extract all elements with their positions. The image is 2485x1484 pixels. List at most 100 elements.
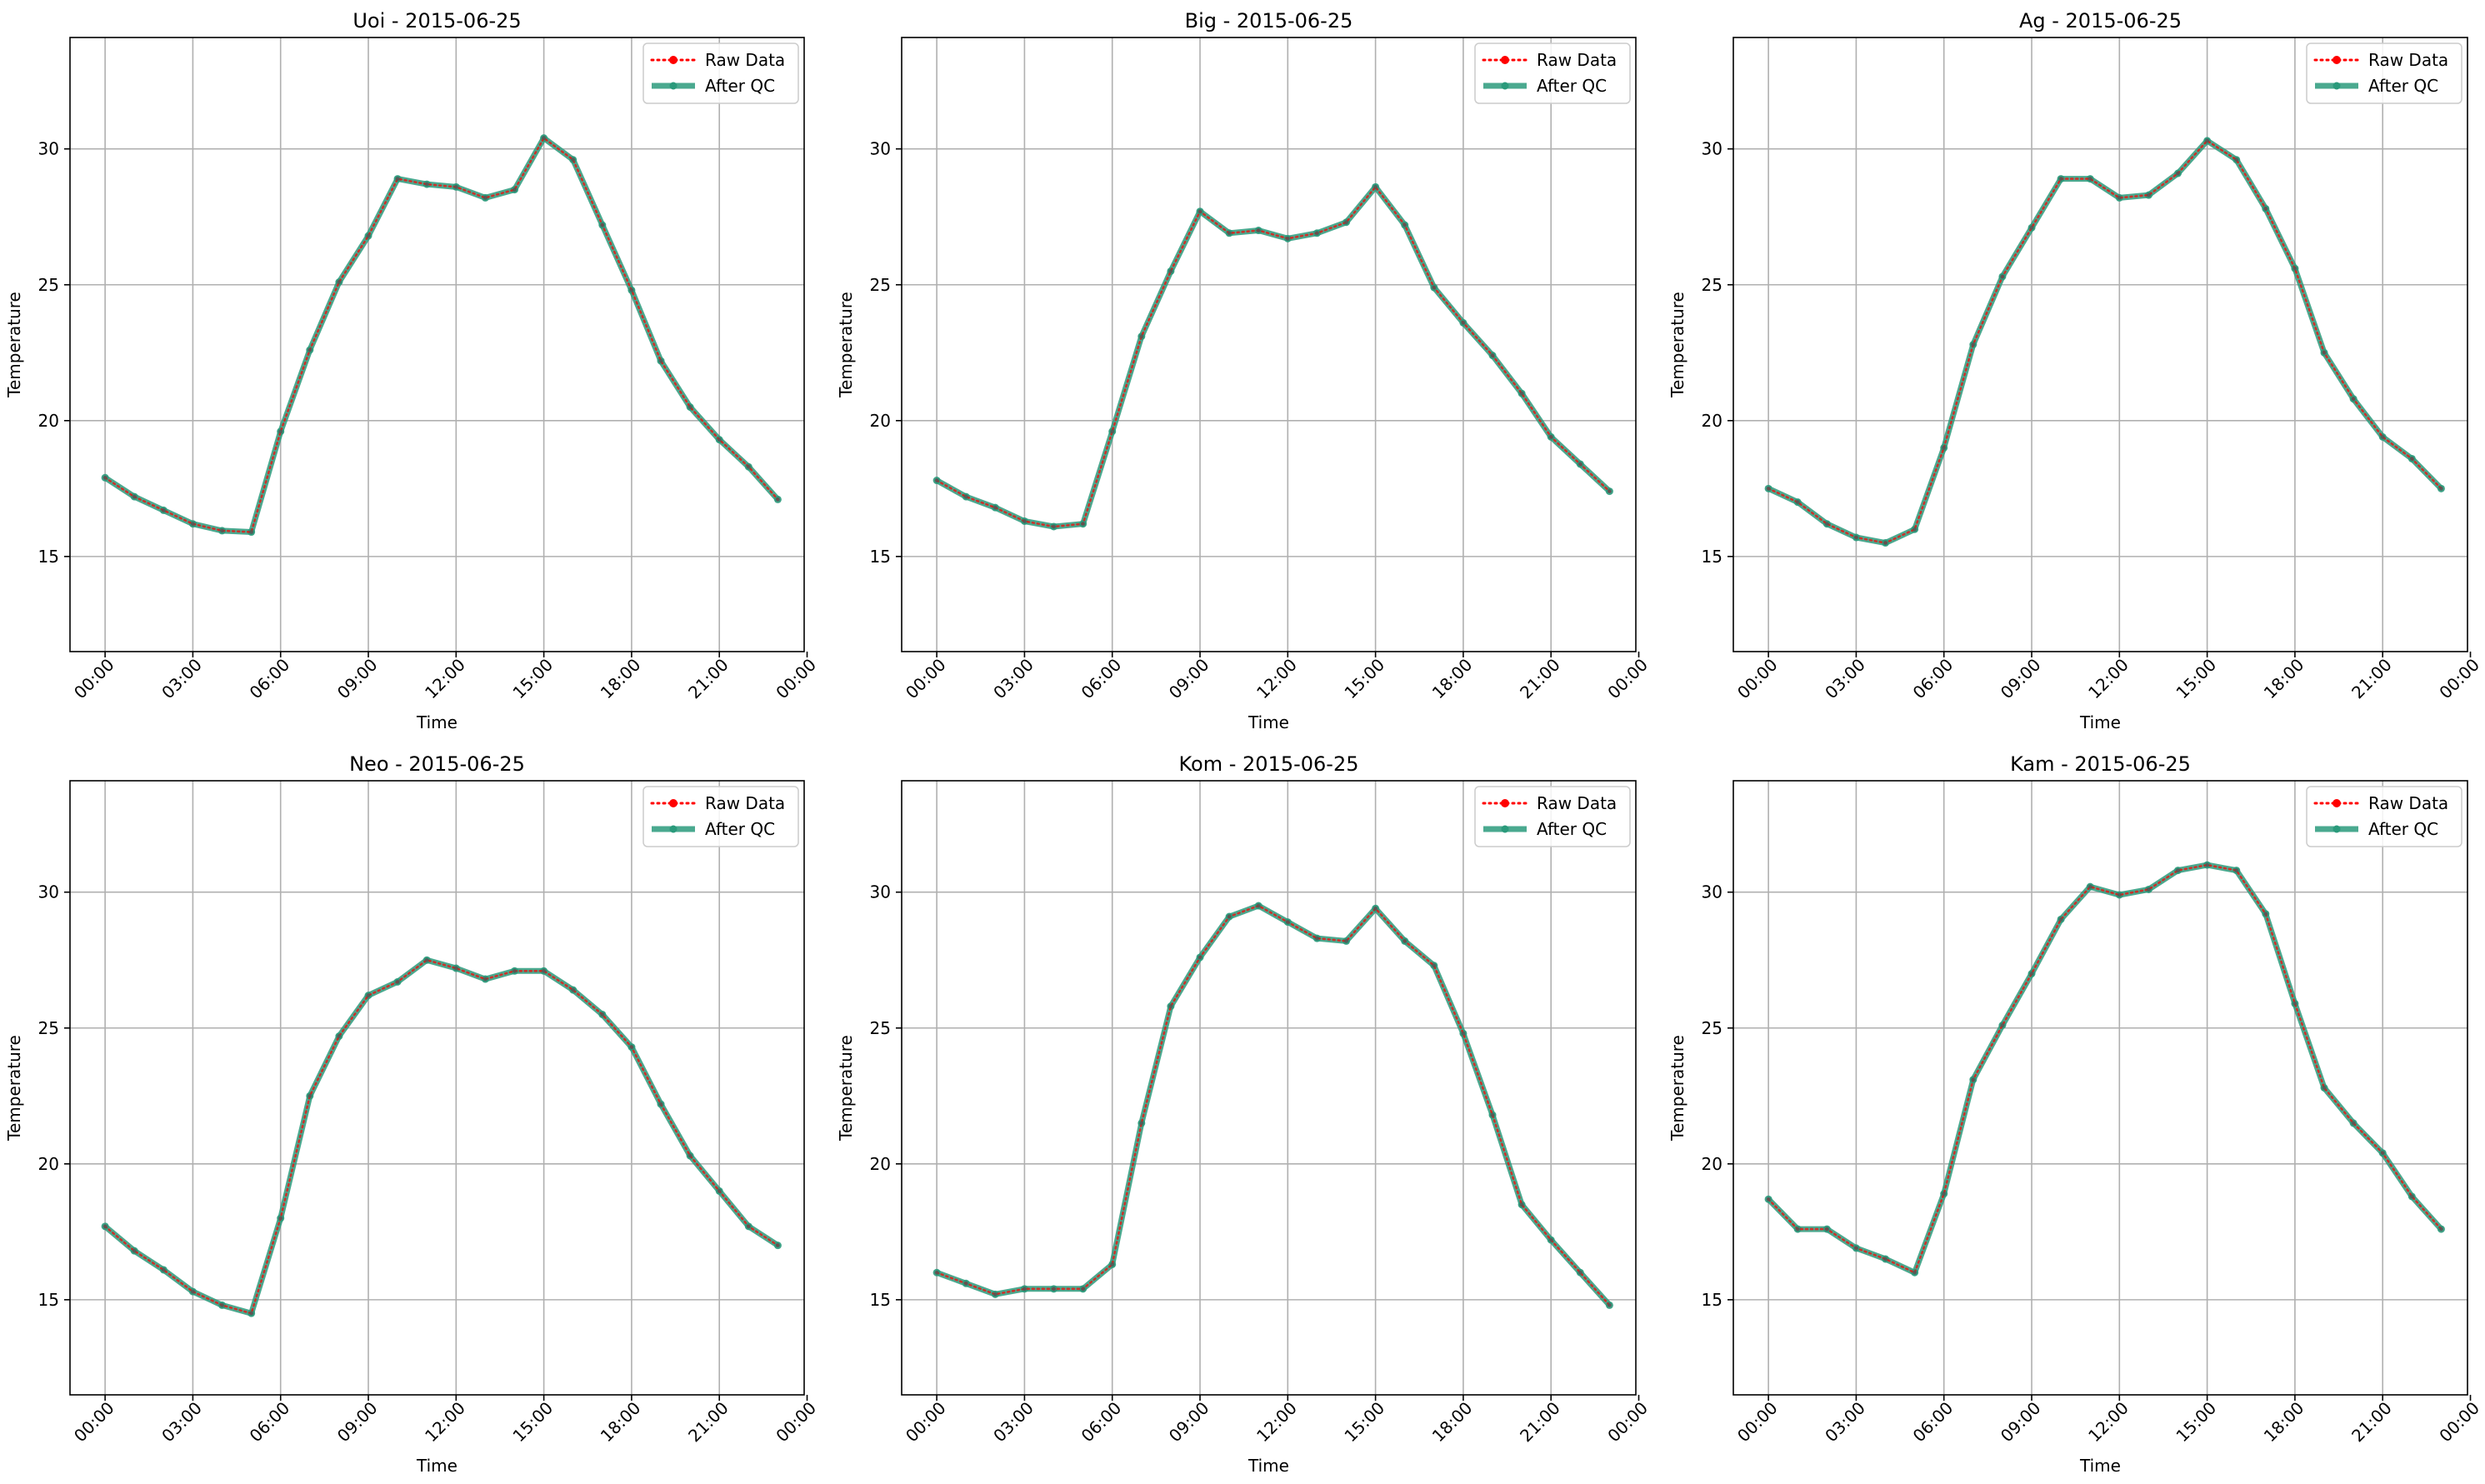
x-tick-label: 06:00 [246,1398,294,1447]
data-point-raw-data [132,1248,137,1253]
data-point-raw-data [1432,963,1437,968]
data-point-raw-data [424,182,429,187]
data-point-raw-data [2058,917,2063,922]
legend-marker-raw-data [669,799,678,807]
axes-frame [69,37,805,652]
data-point-raw-data [1942,1192,1947,1197]
y-tick-label: 15 [1702,547,1722,567]
data-point-raw-data [1314,231,1319,236]
legend-marker-after-qc [1501,82,1509,90]
legend-label: After QC [705,76,775,96]
x-tick-label: 09:00 [1165,1398,1213,1447]
x-tick-label: 00:00 [70,1398,118,1447]
x-axis-label: Time [1248,712,1289,732]
y-axis-label: Temperature [1668,292,1688,398]
data-point-raw-data [1256,228,1261,233]
x-tick-label: 03:00 [158,655,206,703]
data-point-raw-data [1022,1287,1027,1292]
data-point-raw-data [424,957,429,962]
data-point-raw-data [2292,1001,2298,1006]
series-line-raw-data [103,136,779,533]
data-point-raw-data [308,1093,312,1098]
data-point-raw-data [190,1289,195,1294]
data-point-raw-data [992,1292,998,1297]
data-point-raw-data [2205,138,2210,143]
chart-title: Kam - 2015-06-25 [2010,752,2191,776]
data-point-raw-data [1795,1227,1800,1232]
data-point-raw-data [2380,1151,2385,1156]
x-tick-label: 09:00 [333,655,382,703]
data-point-raw-data [2117,892,2122,897]
x-axis-label: Time [416,1456,458,1476]
data-point-raw-data [1824,1227,1829,1232]
data-point-raw-data [1022,518,1027,523]
data-point-raw-data [1607,489,1612,494]
y-tick-label: 20 [1702,411,1722,431]
data-point-raw-data [102,1224,108,1229]
data-point-raw-data [161,1267,166,1272]
data-point-raw-data [1824,522,1829,527]
data-point-raw-data [2205,862,2210,867]
x-tick-label: 03:00 [989,655,1038,703]
data-point-raw-data [2029,972,2034,977]
legend-label: Raw Data [2368,793,2448,813]
data-point-raw-data [2058,177,2063,182]
data-point-raw-data [482,195,488,200]
x-tick-label: 15:00 [508,1398,557,1447]
x-tick-label: 03:00 [989,1398,1038,1447]
data-point-raw-data [1402,222,1408,227]
data-point-raw-data [1432,285,1437,290]
legend-label: Raw Data [1537,793,1617,813]
series-line-raw-data [935,904,1611,1307]
data-point-raw-data [1373,906,1378,911]
data-point-raw-data [688,405,692,410]
x-tick-label: 21:00 [2348,1398,2396,1447]
y-tick-label: 25 [870,1018,891,1038]
data-point-raw-data [308,347,312,352]
data-point-raw-data [1490,353,1495,358]
data-point-raw-data [2438,486,2443,491]
series-line-raw-data [1767,863,2442,1275]
data-point-raw-data [1227,231,1232,236]
axes-frame [69,780,805,1396]
data-point-raw-data [2409,456,2414,461]
data-point-raw-data [2146,887,2151,892]
y-axis-label: Temperature [1668,1035,1688,1142]
x-tick-label: 18:00 [1428,655,1477,703]
data-point-raw-data [746,464,751,469]
data-point-raw-data [717,437,722,442]
data-point-raw-data [542,968,547,973]
data-point-raw-data [1461,1031,1466,1036]
y-tick-label: 15 [1702,1290,1722,1310]
data-point-raw-data [963,1281,968,1286]
data-point-raw-data [746,1224,751,1229]
data-point-raw-data [1461,320,1466,325]
chart-panel: 15 20 25 30 00:00 03:00 06:00 09:00 12:00 15:00 18… [836,752,1652,1476]
axes-frame [1732,780,2468,1396]
y-tick-label: 30 [1702,139,1722,159]
data-point-raw-data [1519,391,1524,396]
y-tick-label: 15 [870,547,891,567]
data-point-raw-data [249,1311,254,1316]
data-point-raw-data [1110,1262,1115,1267]
series-line-raw-data [103,958,779,1315]
x-tick-label: 00:00 [1603,1398,1652,1447]
data-point-raw-data [775,497,780,502]
data-point-raw-data [278,429,283,434]
legend-label: After QC [2368,819,2438,839]
x-tick-label: 00:00 [902,655,950,703]
data-point-raw-data [775,1243,780,1248]
data-point-raw-data [1853,1246,1858,1251]
x-tick-label: 06:00 [1078,655,1126,703]
x-tick-label: 15:00 [1340,655,1388,703]
legend-marker-raw-data [1501,799,1509,807]
data-point-raw-data [600,1012,605,1017]
x-tick-label: 06:00 [1078,1398,1126,1447]
x-tick-label: 21:00 [2348,655,2396,703]
data-point-raw-data [658,358,663,363]
x-tick-label: 00:00 [1733,655,1782,703]
data-point-raw-data [2176,171,2181,176]
data-point-raw-data [2263,912,2268,917]
data-point-raw-data [1110,429,1115,434]
legend-marker-raw-data [2332,799,2341,807]
